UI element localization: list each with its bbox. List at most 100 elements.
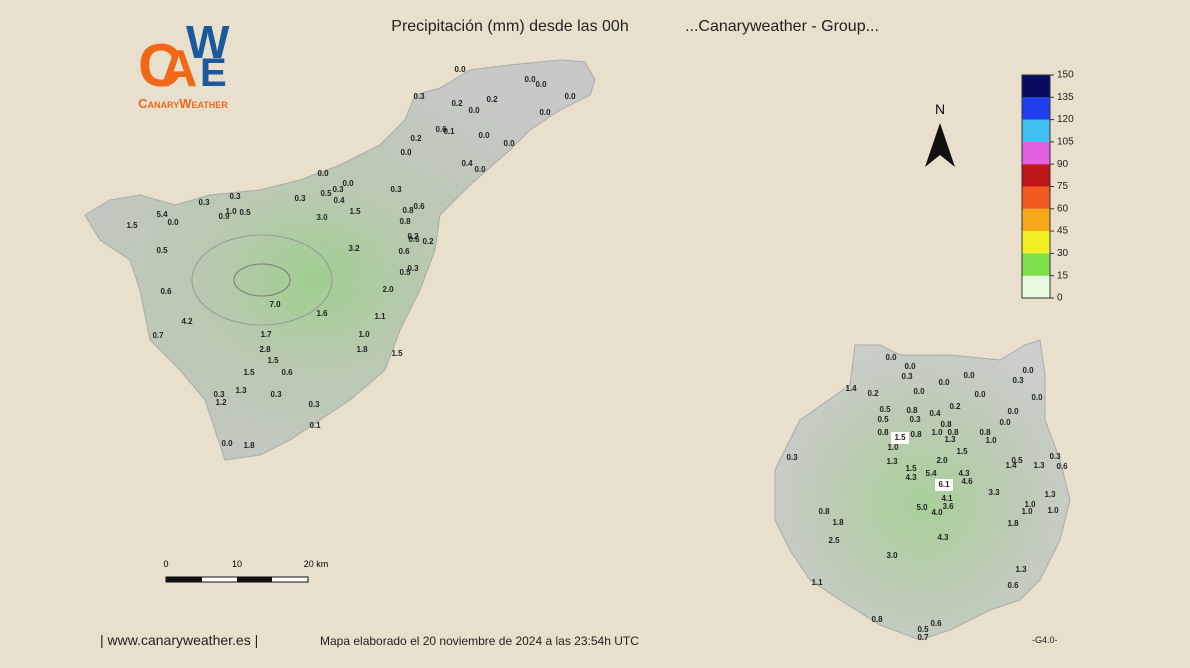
station-value: 5.0 [916,503,928,512]
station-value: 4.2 [181,317,193,326]
station-value: 2.0 [936,456,948,465]
station-value: 0.7 [152,331,164,340]
station-value: 1.5 [349,207,361,216]
legend-tick-label: 30 [1057,248,1069,259]
title: Precipitación (mm) desde las 00h [391,18,628,35]
station-value: 1.4 [845,384,857,393]
station-value: 0.3 [332,185,344,194]
station-value: 0.6 [281,368,293,377]
station-value: 1.8 [356,345,368,354]
station-value: 3.2 [348,244,360,253]
station-value: 0.3 [786,453,798,462]
station-value: 0.0 [974,390,986,399]
station-value: 0.5 [877,415,889,424]
station-value: 0.0 [913,387,925,396]
station-value: 0.1 [443,127,455,136]
station-value: 0.0 [167,218,179,227]
station-value: 0.6 [160,287,172,296]
station-value: 0.2 [410,134,422,143]
station-value: 0.5 [156,246,168,255]
station-value: 7.0 [269,300,281,309]
station-value: 0.0 [400,148,412,157]
station-value: 4.0 [931,508,943,517]
station-value: 0.6 [1007,581,1019,590]
station-value: 0.7 [917,633,929,642]
station-value: 1.8 [1007,519,1019,528]
legend-tick-label: 90 [1057,159,1069,170]
station-value: 1.6 [316,309,328,318]
legend-swatch [1022,186,1050,209]
legend-swatch [1022,253,1050,276]
station-value: 0.0 [963,371,975,380]
station-value: 0.8 [399,217,411,226]
station-value: 1.2 [215,398,227,407]
station-value: 0.6 [435,125,447,134]
station-value: 0.0 [999,418,1011,427]
legend-tick-label: 15 [1057,270,1069,281]
station-value: 0.4 [461,159,473,168]
station-value: 4.3 [958,469,970,478]
station-value: 0.0 [503,139,515,148]
station-value: 0.3 [909,415,921,424]
station-value: 0.0 [535,80,547,89]
logo: C A W E CanaryWeather [138,16,230,111]
station-value: 0.4 [929,409,941,418]
station-value: 6.1 [938,480,950,489]
station-value: 0.2 [407,232,419,241]
station-value: 0.0 [539,108,551,117]
station-value: 0.3 [413,92,425,101]
legend-tick-label: 45 [1057,226,1069,237]
station-value: 0.0 [564,92,576,101]
station-value: 4.3 [905,473,917,482]
station-value: 0.3 [294,194,306,203]
station-value: 1.5 [126,221,138,230]
station-value: 0.6 [930,619,942,628]
station-value: 3.3 [988,488,1000,497]
station-value: 0.0 [1031,393,1043,402]
station-value: 0.0 [1007,407,1019,416]
tenerife [84,59,596,461]
station-value: 1.0 [1047,506,1059,515]
legend-swatch [1022,164,1050,187]
contour [191,234,333,326]
station-value: 0.5 [399,268,411,277]
station-value: 0.3 [308,400,320,409]
footer-site: | www.canaryweather.es | [100,632,258,648]
station-value: 0.0 [885,353,897,362]
station-value: 0.0 [1022,366,1034,375]
station-value: 1.0 [358,330,370,339]
scale-label: 0 [163,559,168,569]
station-value: 0.3 [270,390,282,399]
station-value: 4.1 [941,494,953,503]
station-value: 0.0 [524,75,536,84]
scale-seg [166,577,202,582]
station-value: 0.8 [910,430,922,439]
compass-label: N [935,101,945,117]
legend-swatch [1022,119,1050,142]
station-value: 3.6 [942,502,954,511]
legend-tick-label: 120 [1057,114,1074,125]
legend-swatch [1022,275,1050,298]
station-value: 0.8 [979,428,991,437]
station-value: 0.8 [947,428,959,437]
compass-arrow [925,123,955,167]
subtitle: ...Canaryweather - Group... [685,18,879,35]
station-value: 1.5 [391,349,403,358]
station-value: 0.8 [940,420,952,429]
legend-tick-label: 75 [1057,181,1069,192]
station-value: 0.2 [867,389,879,398]
legend-tick-label: 105 [1057,137,1074,148]
stations: 0.00.00.00.30.2 0.2 0.00.0 0.00.60.1 0.00.20… [126,65,1068,642]
station-value: 0.2 [949,402,961,411]
station-value: 0.5 [917,625,929,634]
station-value: 0.6 [1056,462,1068,471]
footer-made: Mapa elaborado el 20 noviembre de 2024 a… [320,634,639,648]
station-box [891,432,909,444]
station-value: 0.0 [474,165,486,174]
station-value: 1.8 [832,518,844,527]
station-value: 0.1 [309,421,321,430]
station-value: 0.3 [1049,452,1061,461]
legend-swatch [1022,141,1050,165]
station-value: 1.0 [1024,500,1036,509]
